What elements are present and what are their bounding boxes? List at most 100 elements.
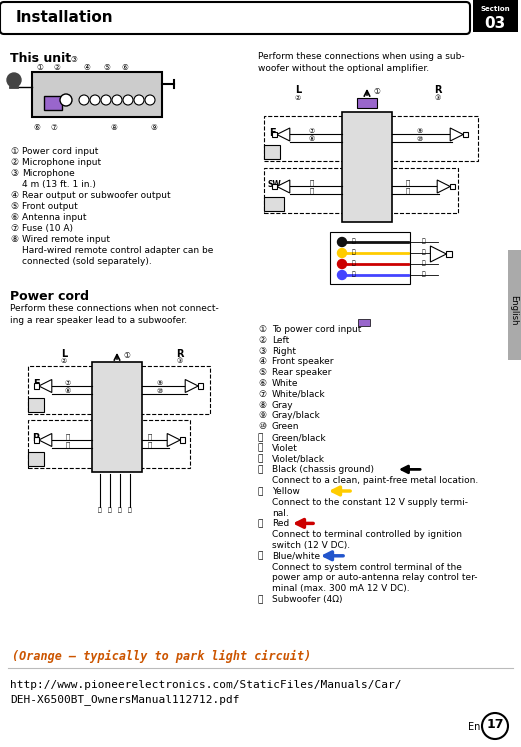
Bar [508, 250, 521, 360]
Text: Gray/black: Gray/black [272, 412, 321, 421]
Text: Wired remote input: Wired remote input [22, 235, 110, 244]
Text: Black (chassis ground): Black (chassis ground) [272, 465, 374, 474]
Text: ⑥: ⑥ [33, 123, 41, 131]
Text: To power cord input: To power cord input [272, 325, 362, 334]
Bar [450, 184, 455, 189]
Text: Connect to the constant 12 V supply termi-: Connect to the constant 12 V supply term… [272, 498, 468, 506]
Text: White: White [272, 379, 299, 388]
Circle shape [7, 73, 21, 87]
Text: ⑱: ⑱ [310, 187, 314, 194]
Text: Green: Green [272, 422, 300, 431]
Text: Connect to a clean, paint-free metal location.: Connect to a clean, paint-free metal loc… [272, 476, 478, 486]
Text: White/black: White/black [272, 390, 326, 399]
Text: ⑨: ⑨ [258, 412, 266, 421]
Text: Violet/black: Violet/black [272, 455, 325, 464]
Text: ⑦: ⑦ [258, 390, 266, 399]
Text: ⑧: ⑧ [10, 235, 18, 244]
Text: ⑶: ⑶ [128, 507, 132, 512]
Text: This unit: This unit [10, 52, 71, 65]
Text: Power cord input: Power cord input [22, 147, 98, 156]
Text: ①: ① [10, 147, 18, 156]
Text: switch (12 V DC).: switch (12 V DC). [272, 541, 350, 550]
Bar [28, 452, 44, 466]
Text: Front output: Front output [22, 202, 78, 211]
Bar [264, 116, 478, 161]
Bar [463, 132, 468, 137]
Text: ⑵: ⑵ [258, 519, 264, 528]
Text: Subwoofer (4Ω): Subwoofer (4Ω) [272, 595, 342, 604]
Text: ③: ③ [177, 358, 183, 364]
Text: nal.: nal. [272, 509, 289, 518]
Circle shape [112, 95, 122, 105]
Text: ③: ③ [70, 55, 78, 64]
Circle shape [123, 95, 133, 105]
Text: ⑧: ⑧ [65, 388, 71, 394]
Text: ⑦: ⑦ [65, 380, 71, 386]
Circle shape [101, 95, 111, 105]
Text: ③: ③ [258, 347, 266, 356]
Polygon shape [39, 379, 52, 392]
Text: ②: ② [295, 95, 301, 101]
Text: ⑰: ⑰ [66, 434, 70, 440]
Text: Perform these connections when not connect-
ing a rear speaker lead to a subwoof: Perform these connections when not conne… [10, 304, 219, 325]
Text: ⑰: ⑰ [422, 238, 426, 244]
Bar [272, 132, 277, 137]
Text: ⑵: ⑵ [118, 507, 122, 512]
Text: Connect to terminal controlled by ignition: Connect to terminal controlled by igniti… [272, 530, 462, 539]
Text: Antenna input: Antenna input [22, 213, 86, 222]
Text: Microphone input: Microphone input [22, 158, 101, 167]
Text: ⑨: ⑨ [151, 123, 157, 131]
Circle shape [79, 95, 89, 105]
Text: 03: 03 [485, 16, 505, 31]
Text: Microphone: Microphone [22, 169, 75, 178]
Text: Rear speaker: Rear speaker [272, 368, 331, 377]
Text: ⑳: ⑳ [98, 507, 102, 512]
Bar [34, 383, 39, 388]
Text: F: F [33, 379, 39, 389]
Circle shape [145, 95, 155, 105]
Circle shape [134, 95, 144, 105]
Bar [446, 251, 452, 257]
Text: ⑤: ⑤ [10, 202, 18, 211]
Bar [264, 197, 284, 211]
Text: ⑩: ⑩ [258, 422, 266, 431]
Bar [330, 232, 410, 284]
Polygon shape [167, 433, 180, 447]
Text: ⑱: ⑱ [258, 444, 264, 453]
Text: http://www.pioneerelectronics.com/StaticFiles/Manuals/Car/
DEH-X6500BT_OwnersMan: http://www.pioneerelectronics.com/Static… [10, 680, 402, 705]
Bar [180, 438, 185, 443]
Polygon shape [430, 246, 446, 262]
Text: ②: ② [258, 336, 266, 345]
Text: Front speaker: Front speaker [272, 357, 333, 366]
Text: ③: ③ [435, 95, 441, 101]
Text: ⑱: ⑱ [66, 441, 70, 448]
Text: Left: Left [272, 336, 289, 345]
Bar [34, 438, 39, 443]
Text: ⑳: ⑳ [352, 238, 356, 244]
Text: ⑵: ⑵ [352, 260, 356, 266]
Text: ⑴: ⑴ [258, 487, 264, 496]
Text: ⑤: ⑤ [258, 368, 266, 377]
Text: ⑦: ⑦ [51, 123, 57, 131]
Text: ①: ① [123, 352, 130, 361]
Polygon shape [185, 379, 198, 392]
Text: En: En [468, 722, 480, 732]
Text: ⑶: ⑶ [352, 271, 356, 277]
Text: ⑳: ⑳ [406, 187, 410, 194]
Bar [342, 112, 392, 222]
Text: ⑧: ⑧ [309, 136, 315, 142]
Circle shape [482, 713, 508, 739]
Text: power amp or auto-antenna relay control ter-: power amp or auto-antenna relay control … [272, 574, 478, 583]
Bar [357, 98, 377, 108]
Text: connected (sold separately).: connected (sold separately). [22, 257, 152, 266]
Text: ⑲: ⑲ [422, 260, 426, 266]
Text: F: F [269, 128, 275, 137]
Text: ⑧: ⑧ [258, 400, 266, 409]
Text: ①: ① [258, 325, 266, 334]
Bar [198, 383, 203, 388]
Text: Violet: Violet [272, 444, 298, 453]
Text: ⑲: ⑲ [406, 180, 410, 186]
Text: SW: SW [267, 180, 281, 189]
Text: Fuse (10 A): Fuse (10 A) [22, 224, 73, 233]
Text: ⑤: ⑤ [104, 63, 110, 72]
